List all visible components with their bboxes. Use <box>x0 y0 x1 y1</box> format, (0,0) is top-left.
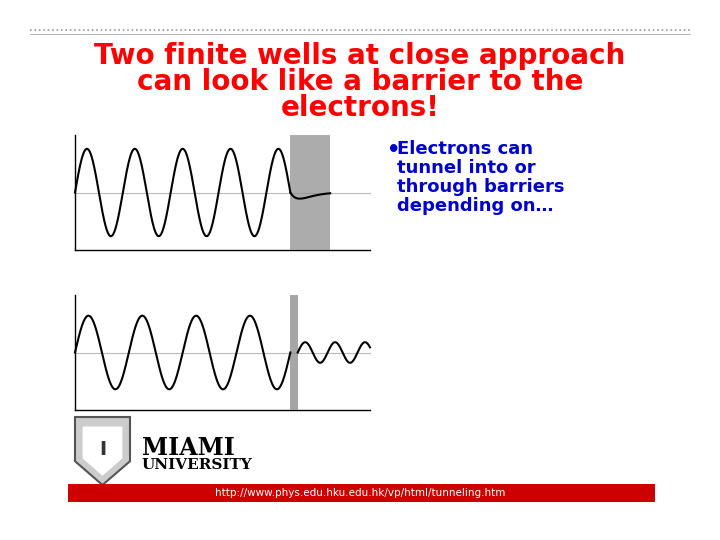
Text: MIAMI: MIAMI <box>142 436 235 460</box>
Text: •: • <box>387 140 400 160</box>
Bar <box>290 295 298 410</box>
Text: http://www.phys.edu.hku.edu.hk/vp/html/tunneling.htm: http://www.phys.edu.hku.edu.hk/vp/html/t… <box>215 488 505 498</box>
Text: UNIVERSITY: UNIVERSITY <box>142 458 253 472</box>
Text: through barriers: through barriers <box>397 178 564 196</box>
Bar <box>75 135 370 250</box>
Text: depending on…: depending on… <box>397 197 554 215</box>
Text: can look like a barrier to the: can look like a barrier to the <box>137 68 583 96</box>
Text: Two finite wells at close approach: Two finite wells at close approach <box>94 42 626 70</box>
Bar <box>68 484 655 502</box>
Text: tunnel into or: tunnel into or <box>397 159 536 177</box>
Polygon shape <box>75 417 130 485</box>
Bar <box>75 295 370 410</box>
Polygon shape <box>84 427 122 475</box>
Text: I: I <box>99 440 106 459</box>
Bar <box>290 135 330 250</box>
Text: Electrons can: Electrons can <box>397 140 533 158</box>
Text: electrons!: electrons! <box>281 94 439 122</box>
